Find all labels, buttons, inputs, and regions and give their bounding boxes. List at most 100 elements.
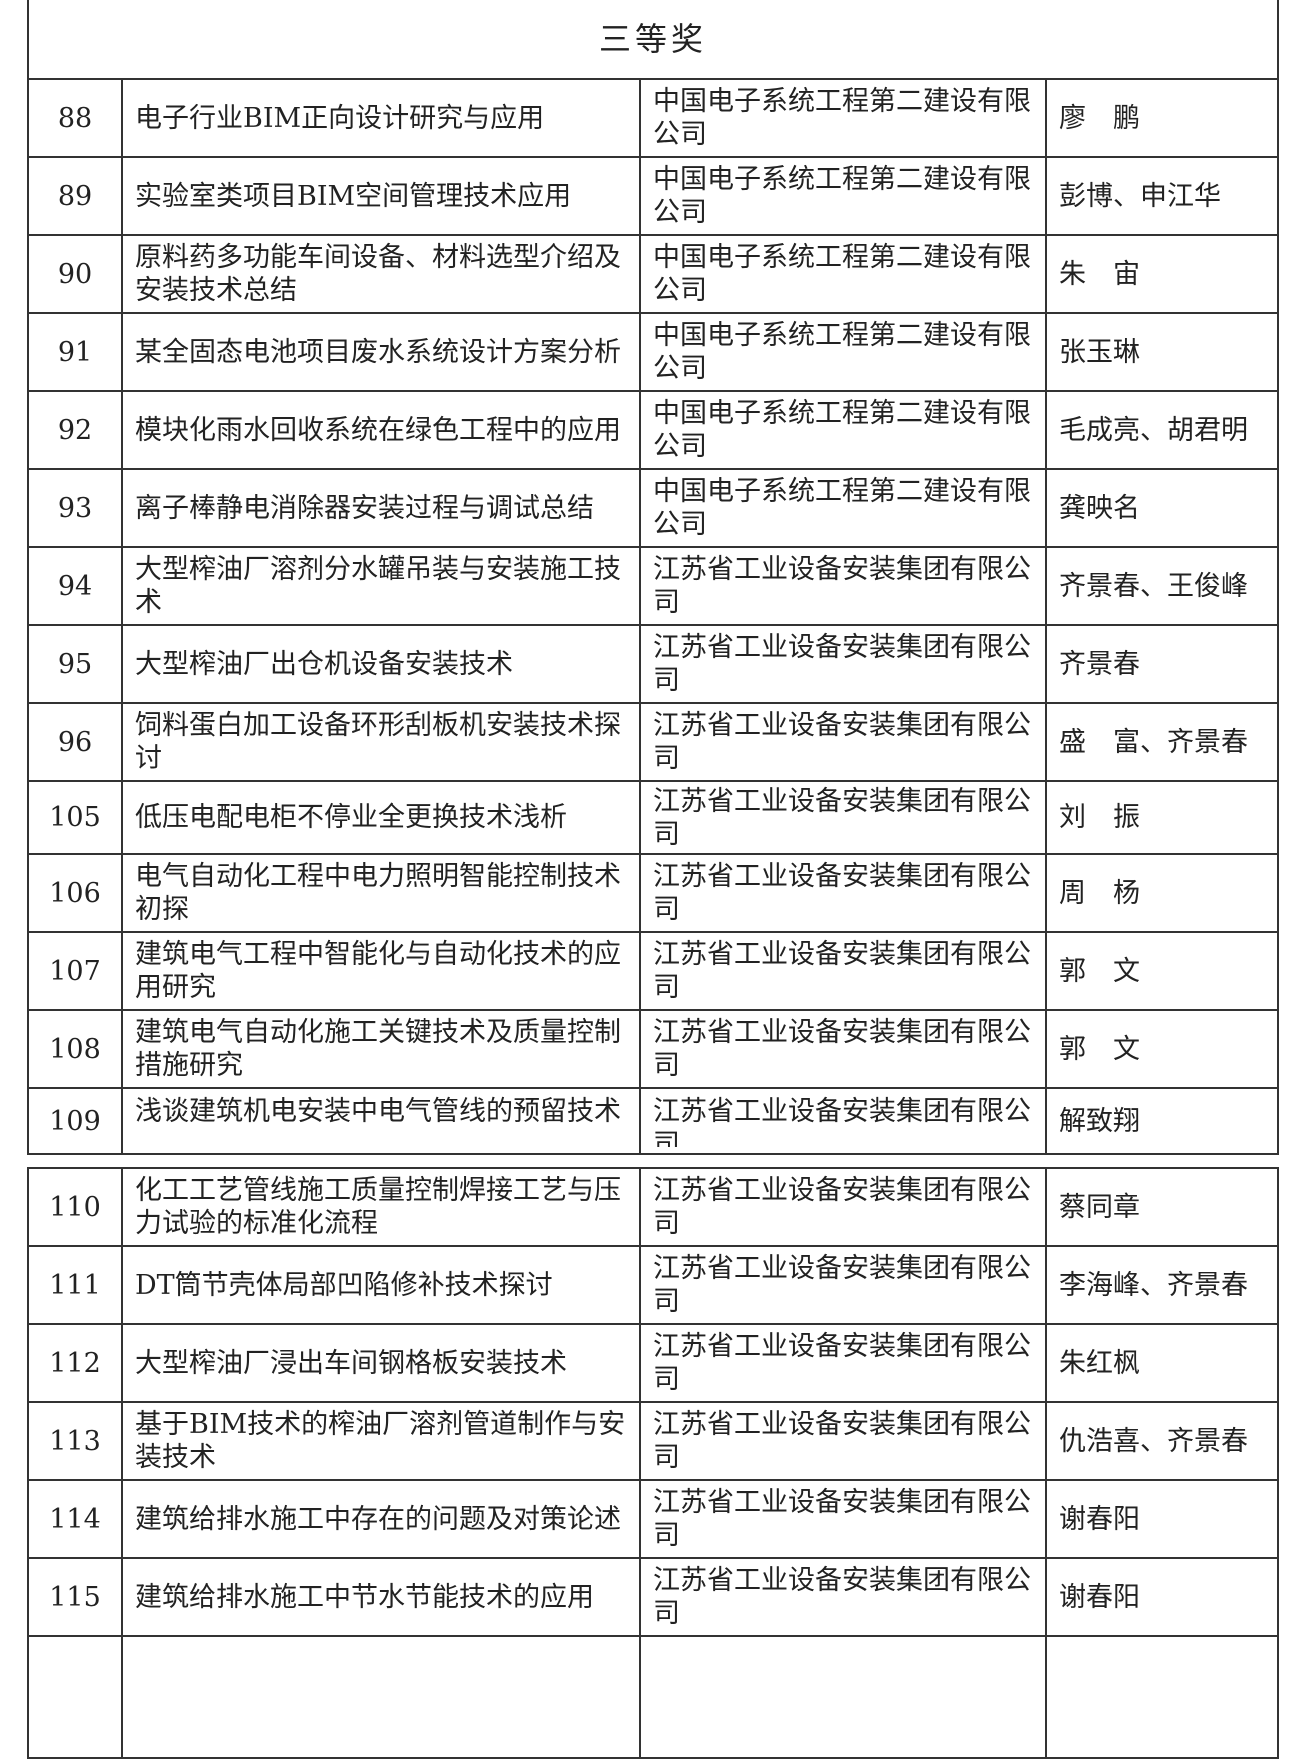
row-number-text: 107 [49, 955, 101, 987]
row-number-text: 113 [49, 1425, 101, 1457]
organization-text: 中国电子系统工程第二建设有限公司 [653, 242, 1031, 306]
organization: 江苏省工业设备安装集团有限公司 [639, 1323, 1047, 1403]
row-number: 114 [27, 1479, 123, 1559]
organization: 江苏省工业设备安装集团有限公司 [639, 780, 1047, 855]
row-number-text: 106 [49, 877, 101, 909]
organization-text: 江苏省工业设备安装集团有限公司 [653, 1331, 1031, 1395]
row-number: 106 [27, 853, 123, 933]
table-row: 111 DT筒节壳体局部凹陷修补技术探讨 江苏省工业设备安装集团有限公司 李海峰、齐景… [27, 1245, 1280, 1325]
paper-title: 大型榨油厂浸出车间钢格板安装技术 [121, 1323, 641, 1403]
paper-title-text: 建筑给排水施工中节水节能技术的应用 [135, 1581, 594, 1613]
row-number-text: 91 [57, 336, 93, 368]
author-text: 彭博、申江华 [1059, 180, 1221, 212]
table-row: 92 模块化雨水回收系统在绿色工程中的应用 中国电子系统工程第二建设有限公司 毛成亮、… [27, 390, 1280, 470]
organization-text: 江苏省工业设备安装集团有限公司 [653, 1096, 1031, 1147]
paper-title: 基于BIM技术的榨油厂溶剂管道制作与安装技术 [121, 1401, 641, 1481]
organization-text: 江苏省工业设备安装集团有限公司 [653, 1409, 1031, 1473]
organization: 江苏省工业设备安装集团有限公司 [639, 702, 1047, 782]
organization-text: 江苏省工业设备安装集团有限公司 [653, 632, 1031, 696]
page-break-gap [28, 1153, 1279, 1169]
author: 李海峰、齐景春 [1044, 1245, 1280, 1325]
table-row: 88 电子行业BIM正向设计研究与应用 中国电子系统工程第二建设有限公司廖 鹏 [27, 78, 1280, 158]
organization-text: 江苏省工业设备安装集团有限公司 [653, 939, 1031, 1003]
author: 齐景春 [1044, 624, 1280, 704]
paper-title-text: 建筑电气工程中智能化与自动化技术的应用研究 [135, 939, 621, 1003]
row-number-text: 110 [49, 1191, 101, 1223]
paper-title-text: 大型榨油厂溶剂分水罐吊装与安装施工技术 [135, 554, 621, 618]
paper-title-text: 模块化雨水回收系统在绿色工程中的应用 [135, 414, 621, 446]
section-title: 三等奖 [26, 0, 1280, 80]
organization-text: 江苏省工业设备安装集团有限公司 [653, 1253, 1031, 1317]
row-number: 108 [27, 1009, 123, 1089]
author: 朱 宙 [1044, 234, 1280, 314]
paper-title-text: 大型榨油厂出仓机设备安装技术 [135, 648, 513, 680]
author-text: 李海峰、齐景春 [1059, 1269, 1248, 1301]
paper-title: 模块化雨水回收系统在绿色工程中的应用 [121, 390, 641, 470]
author-text: 郭 文 [1059, 955, 1140, 987]
paper-title-text: 原料药多功能车间设备、材料选型介绍及安装技术总结 [135, 242, 621, 306]
paper-title: DT筒节壳体局部凹陷修补技术探讨 [121, 1245, 641, 1325]
paper-title-text: 化工工艺管线施工质量控制焊接工艺与压力试验的标准化流程 [135, 1175, 621, 1239]
paper-title-text: 某全固态电池项目废水系统设计方案分析 [135, 336, 621, 368]
row-number-text: 94 [57, 570, 93, 602]
organization-text: 中国电子系统工程第二建设有限公司 [653, 86, 1031, 150]
author: 朱红枫 [1044, 1323, 1280, 1403]
row-number: 90 [27, 234, 123, 314]
row-number-text: 111 [49, 1269, 101, 1301]
table-row-partial [27, 1635, 1280, 1759]
table-row: 113 基于BIM技术的榨油厂溶剂管道制作与安装技术 江苏省工业设备安装集团有限公司… [27, 1401, 1280, 1481]
row-number: 111 [27, 1245, 123, 1325]
author: 解致翔 [1044, 1087, 1280, 1155]
paper-title: 化工工艺管线施工质量控制焊接工艺与压力试验的标准化流程 [121, 1167, 641, 1247]
author-text: 郭 文 [1059, 1033, 1140, 1065]
organization-text: 中国电子系统工程第二建设有限公司 [653, 164, 1031, 228]
author-text: 张玉琳 [1059, 336, 1140, 368]
paper-title-text: 基于BIM技术的榨油厂溶剂管道制作与安装技术 [135, 1409, 626, 1473]
organization: 江苏省工业设备安装集团有限公司 [639, 1009, 1047, 1089]
paper-title: 电子行业BIM正向设计研究与应用 [121, 78, 641, 158]
organization-text: 中国电子系统工程第二建设有限公司 [653, 476, 1031, 540]
author-text: 谢春阳 [1059, 1581, 1140, 1613]
table-row: 94 大型榨油厂溶剂分水罐吊装与安装施工技术 江苏省工业设备安装集团有限公司 齐景春、… [27, 546, 1280, 626]
paper-title: 建筑给排水施工中存在的问题及对策论述 [121, 1479, 641, 1559]
row-number: 96 [27, 702, 123, 782]
row-number: 110 [27, 1167, 123, 1247]
row-number-text: 95 [57, 648, 93, 680]
organization: 江苏省工业设备安装集团有限公司 [639, 1167, 1047, 1247]
table-row: 89 实验室类项目BIM空间管理技术应用 中国电子系统工程第二建设有限公司 彭博、申江… [27, 156, 1280, 236]
author-text: 盛 富、齐景春 [1059, 726, 1248, 758]
author: 刘 振 [1044, 780, 1280, 855]
organization: 江苏省工业设备安装集团有限公司 [639, 1087, 1047, 1155]
table-row: 93 离子棒静电消除器安装过程与调试总结 中国电子系统工程第二建设有限公司 龚映名 [27, 468, 1280, 548]
organization: 江苏省工业设备安装集团有限公司 [639, 546, 1047, 626]
paper-title: 浅谈建筑机电安装中电气管线的预留技术 [121, 1087, 641, 1155]
author: 齐景春、王俊峰 [1044, 546, 1280, 626]
table-row: 105 低压电配电柜不停业全更换技术浅析 江苏省工业设备安装集团有限公司刘 振 [27, 780, 1280, 855]
author-text: 解致翔 [1059, 1105, 1140, 1137]
empty-cell [27, 1635, 123, 1759]
author: 龚映名 [1044, 468, 1280, 548]
paper-title-text: 低压电配电柜不停业全更换技术浅析 [135, 802, 567, 833]
author: 毛成亮、胡君明 [1044, 390, 1280, 470]
table-row: 95 大型榨油厂出仓机设备安装技术 江苏省工业设备安装集团有限公司 齐景春 [27, 624, 1280, 704]
organization: 中国电子系统工程第二建设有限公司 [639, 312, 1047, 392]
row-number-text: 89 [57, 180, 93, 212]
empty-cell [639, 1635, 1047, 1759]
paper-title: 原料药多功能车间设备、材料选型介绍及安装技术总结 [121, 234, 641, 314]
paper-title: 饲料蛋白加工设备环形刮板机安装技术探讨 [121, 702, 641, 782]
paper-title-text: 离子棒静电消除器安装过程与调试总结 [135, 492, 594, 524]
paper-title: 低压电配电柜不停业全更换技术浅析 [121, 780, 641, 855]
row-number: 112 [27, 1323, 123, 1403]
row-number: 91 [27, 312, 123, 392]
table-row: 114 建筑给排水施工中存在的问题及对策论述 江苏省工业设备安装集团有限公司 谢春阳 [27, 1479, 1280, 1559]
organization-text: 中国电子系统工程第二建设有限公司 [653, 320, 1031, 384]
award-table: 三等奖 88 电子行业BIM正向设计研究与应用 中国电子系统工程第二建设有限公司廖 … [26, 0, 1280, 1759]
row-number: 92 [27, 390, 123, 470]
organization: 中国电子系统工程第二建设有限公司 [639, 234, 1047, 314]
organization-text: 江苏省工业设备安装集团有限公司 [653, 861, 1031, 925]
table-row: 90 原料药多功能车间设备、材料选型介绍及安装技术总结 中国电子系统工程第二建设有限… [27, 234, 1280, 314]
paper-title-text: 大型榨油厂浸出车间钢格板安装技术 [135, 1347, 567, 1379]
table-row: 108 建筑电气自动化施工关键技术及质量控制措施研究 江苏省工业设备安装集团有限公司… [27, 1009, 1280, 1089]
row-number: 93 [27, 468, 123, 548]
author: 张玉琳 [1044, 312, 1280, 392]
